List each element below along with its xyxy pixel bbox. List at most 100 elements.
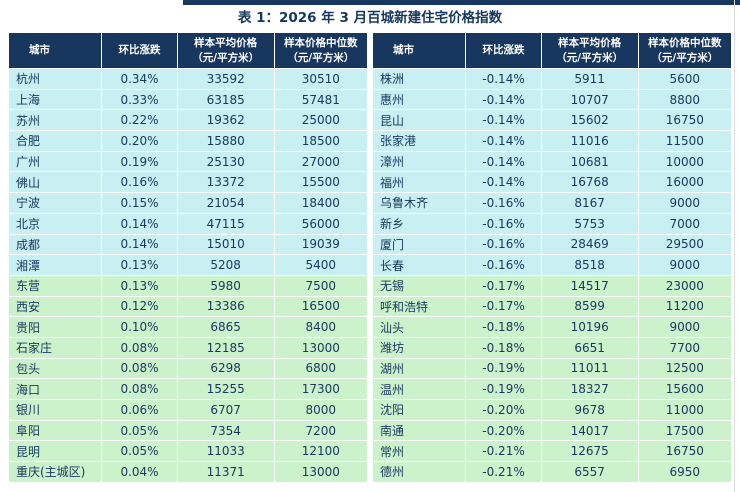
- change-cell: 0.14%: [101, 233, 178, 256]
- avg-price-cell: 6865: [176, 316, 275, 338]
- city-cell: 杭州: [7, 68, 103, 90]
- change-cell: 0.10%: [101, 316, 178, 338]
- table-row: 上海 0.33% 63185 57481: [7, 88, 369, 111]
- city-cell: 西安: [7, 295, 103, 318]
- avg-price-cell: 6557: [540, 461, 639, 483]
- header-row: 城市 环比涨跌 样本平均价格 （元/平方米） 样本价格中位数 （元/平方米）: [371, 32, 733, 69]
- median-price-cell: 12100: [273, 440, 369, 463]
- median-price-cell: 25000: [273, 109, 369, 132]
- median-price-cell: 11500: [637, 130, 733, 152]
- table-row: 成都 0.14% 15010 19039: [7, 233, 369, 256]
- change-cell: 0.34%: [101, 68, 178, 90]
- change-cell: -0.18%: [465, 336, 542, 359]
- avg-price-cell: 6707: [176, 399, 275, 421]
- change-cell: 0.06%: [101, 399, 178, 421]
- avg-price-cell: 6298: [176, 357, 275, 380]
- median-price-cell: 16500: [273, 295, 369, 318]
- table-row: 宁波 0.15% 21054 18400: [7, 192, 369, 214]
- city-cell: 张家港: [371, 130, 467, 152]
- median-price-cell: 5400: [273, 254, 369, 276]
- change-cell: 0.08%: [101, 336, 178, 359]
- avg-price-cell: 8518: [540, 254, 639, 276]
- avg-price-cell: 5980: [176, 274, 275, 297]
- change-cell: -0.17%: [465, 274, 542, 297]
- change-cell: -0.19%: [465, 357, 542, 380]
- city-cell: 潍坊: [371, 336, 467, 359]
- city-cell: 新乡: [371, 212, 467, 235]
- header-avg-price-unit: （元/平方米）: [192, 51, 260, 64]
- median-price-cell: 8800: [637, 88, 733, 111]
- change-cell: -0.20%: [465, 419, 542, 442]
- table-row: 常州 -0.21% 12675 16750: [371, 440, 733, 463]
- table-row: 昆明 0.05% 11033 12100: [7, 440, 369, 463]
- avg-price-cell: 15602: [540, 109, 639, 132]
- change-cell: 0.04%: [101, 461, 178, 483]
- median-price-cell: 7500: [273, 274, 369, 297]
- table-row: 东营 0.13% 5980 7500: [7, 274, 369, 297]
- median-price-cell: 9000: [637, 254, 733, 276]
- median-price-cell: 29500: [637, 233, 733, 256]
- city-cell: 合肥: [7, 130, 103, 152]
- header-avg-price-label: 样本平均价格: [558, 37, 622, 50]
- change-cell: 0.15%: [101, 192, 178, 214]
- avg-price-cell: 13386: [176, 295, 275, 318]
- change-cell: -0.18%: [465, 316, 542, 338]
- avg-price-cell: 14517: [540, 274, 639, 297]
- page-edge-line: [734, 0, 735, 492]
- median-price-cell: 18500: [273, 130, 369, 152]
- city-cell: 乌鲁木齐: [371, 192, 467, 214]
- table-row: 海口 0.08% 15255 17300: [7, 378, 369, 400]
- avg-price-cell: 11371: [176, 461, 275, 483]
- city-cell: 汕头: [371, 316, 467, 338]
- change-cell: 0.20%: [101, 130, 178, 152]
- table-row: 厦门 -0.16% 28469 29500: [371, 233, 733, 256]
- median-price-cell: 8400: [273, 316, 369, 338]
- table-row: 新乡 -0.16% 5753 7000: [371, 212, 733, 235]
- median-price-cell: 10000: [637, 150, 733, 173]
- change-cell: -0.16%: [465, 233, 542, 256]
- change-cell: -0.14%: [465, 130, 542, 152]
- avg-price-cell: 12675: [540, 440, 639, 463]
- city-cell: 沈阳: [371, 399, 467, 421]
- median-price-cell: 9000: [637, 316, 733, 338]
- median-price-cell: 57481: [273, 88, 369, 111]
- median-price-cell: 7200: [273, 419, 369, 442]
- median-price-cell: 9000: [637, 192, 733, 214]
- change-cell: 0.14%: [101, 212, 178, 235]
- table-row: 北京 0.14% 47115 56000: [7, 212, 369, 235]
- city-cell: 重庆(主城区): [7, 461, 103, 483]
- change-cell: -0.16%: [465, 212, 542, 235]
- avg-price-cell: 47115: [176, 212, 275, 235]
- table-row: 昆山 -0.14% 15602 16750: [371, 109, 733, 132]
- avg-price-cell: 8599: [540, 295, 639, 318]
- table-row: 惠州 -0.14% 10707 8800: [371, 88, 733, 111]
- table-body-left: 杭州 0.34% 33592 30510 上海 0.33% 63185 57481 苏州 0.22…: [7, 68, 369, 483]
- city-cell: 北京: [7, 212, 103, 235]
- top-divider-bar: [183, 0, 740, 5]
- avg-price-cell: 12185: [176, 336, 275, 359]
- table-row: 漳州 -0.14% 10681 10000: [371, 150, 733, 173]
- avg-price-cell: 21054: [176, 192, 275, 214]
- avg-price-cell: 8167: [540, 192, 639, 214]
- median-price-cell: 7700: [637, 336, 733, 359]
- table-row: 重庆(主城区) 0.04% 11371 13000: [7, 461, 369, 483]
- median-price-cell: 12500: [637, 357, 733, 380]
- avg-price-cell: 5208: [176, 254, 275, 276]
- table-row: 湖州 -0.19% 11011 12500: [371, 357, 733, 380]
- city-cell: 宁波: [7, 192, 103, 214]
- median-price-cell: 6950: [637, 461, 733, 483]
- median-price-cell: 11000: [637, 399, 733, 421]
- city-cell: 包头: [7, 357, 103, 380]
- change-cell: -0.17%: [465, 295, 542, 318]
- table-row: 乌鲁木齐 -0.16% 8167 9000: [371, 192, 733, 214]
- table-row: 长春 -0.16% 8518 9000: [371, 254, 733, 276]
- table-row: 杭州 0.34% 33592 30510: [7, 68, 369, 90]
- median-price-cell: 18400: [273, 192, 369, 214]
- median-price-cell: 27000: [273, 150, 369, 173]
- table-row: 南通 -0.20% 14017 17500: [371, 419, 733, 442]
- median-price-cell: 30510: [273, 68, 369, 90]
- median-price-cell: 16750: [637, 440, 733, 463]
- change-cell: -0.14%: [465, 68, 542, 90]
- table-row: 石家庄 0.08% 12185 13000: [7, 336, 369, 359]
- avg-price-cell: 15010: [176, 233, 275, 256]
